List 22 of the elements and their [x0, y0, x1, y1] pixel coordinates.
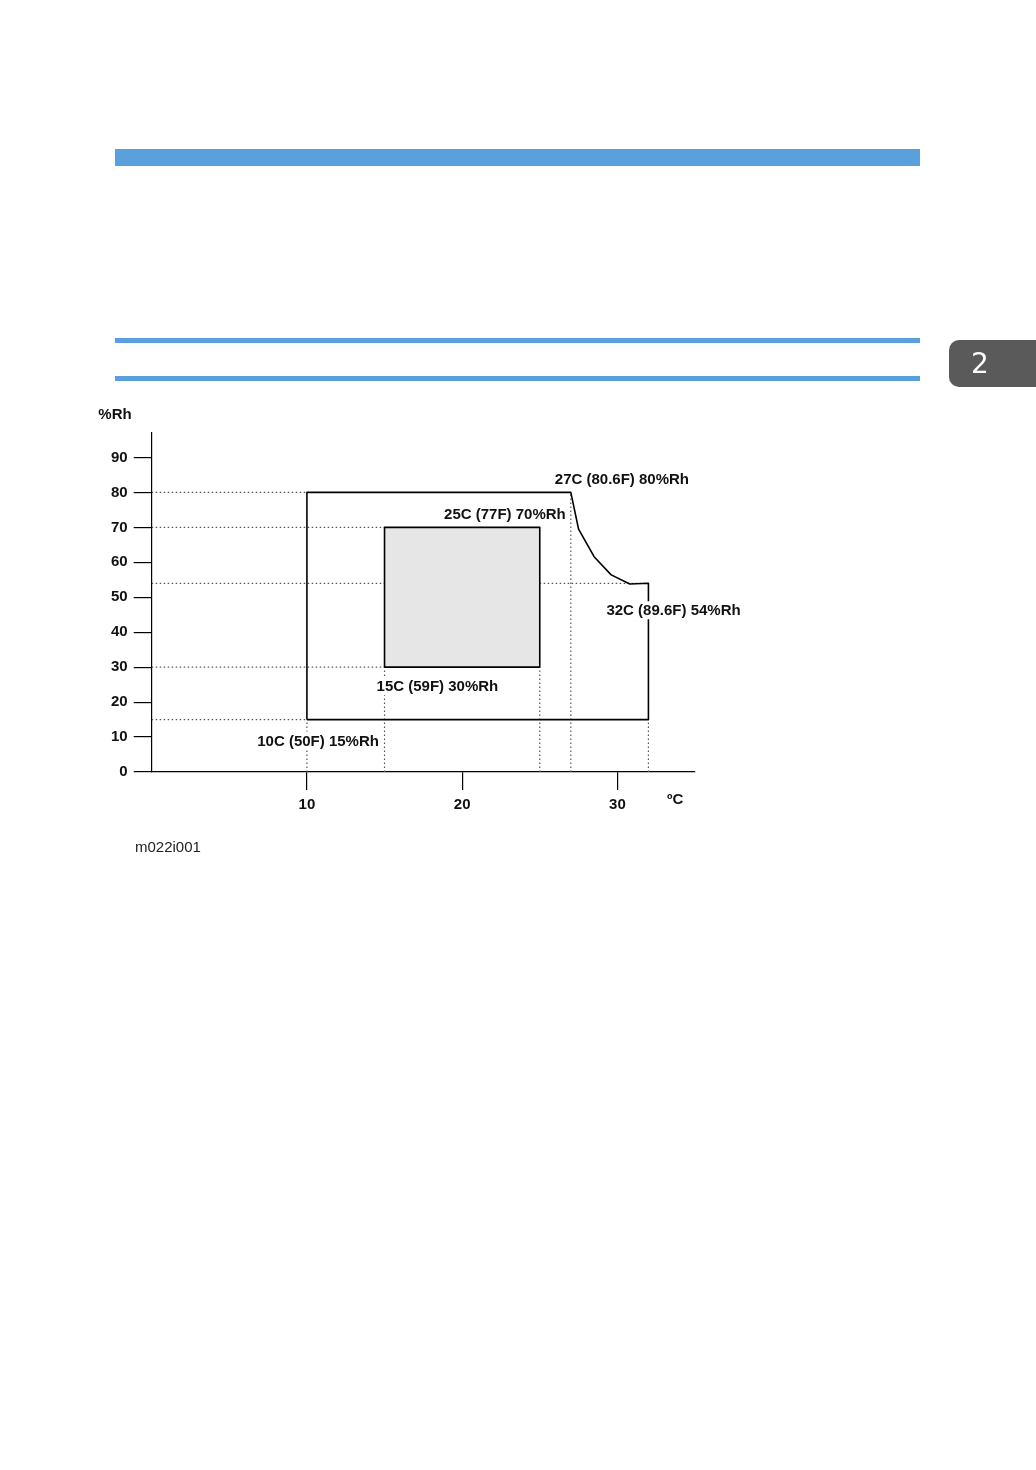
y-tick-label: 0 [119, 762, 128, 780]
y-axis-title: %Rh [98, 405, 132, 422]
text: m022i001 [135, 838, 201, 855]
y-tick-label: 70 [111, 517, 128, 535]
y-tick-label: 30 [111, 657, 128, 675]
annotation: 10C (50F) 15%Rh [257, 731, 379, 749]
x-tick-label: 20 [453, 795, 471, 813]
annotation: 25C (77F) 70%Rh [444, 505, 566, 523]
y-tick-label: 20 [111, 692, 128, 710]
x-tick-label: 10 [298, 795, 316, 813]
annotation: 32C (89.6F) 54%Rh [606, 601, 741, 619]
y-tick-label: 60 [111, 552, 128, 570]
y-tick-label: 90 [111, 447, 128, 465]
annotation: 15C (59F) 30%Rh [376, 677, 499, 695]
y-tick-label: 40 [111, 622, 128, 640]
annotation: 27C (80.6F) 80%Rh [554, 470, 690, 488]
x-axis-title: ºC [667, 790, 684, 807]
x-tick-label: 30 [609, 795, 626, 813]
text: 2 [949, 340, 1036, 387]
y-tick-label: 80 [111, 482, 128, 500]
y-tick-label: 10 [111, 727, 128, 745]
y-tick-label: 50 [111, 587, 128, 605]
